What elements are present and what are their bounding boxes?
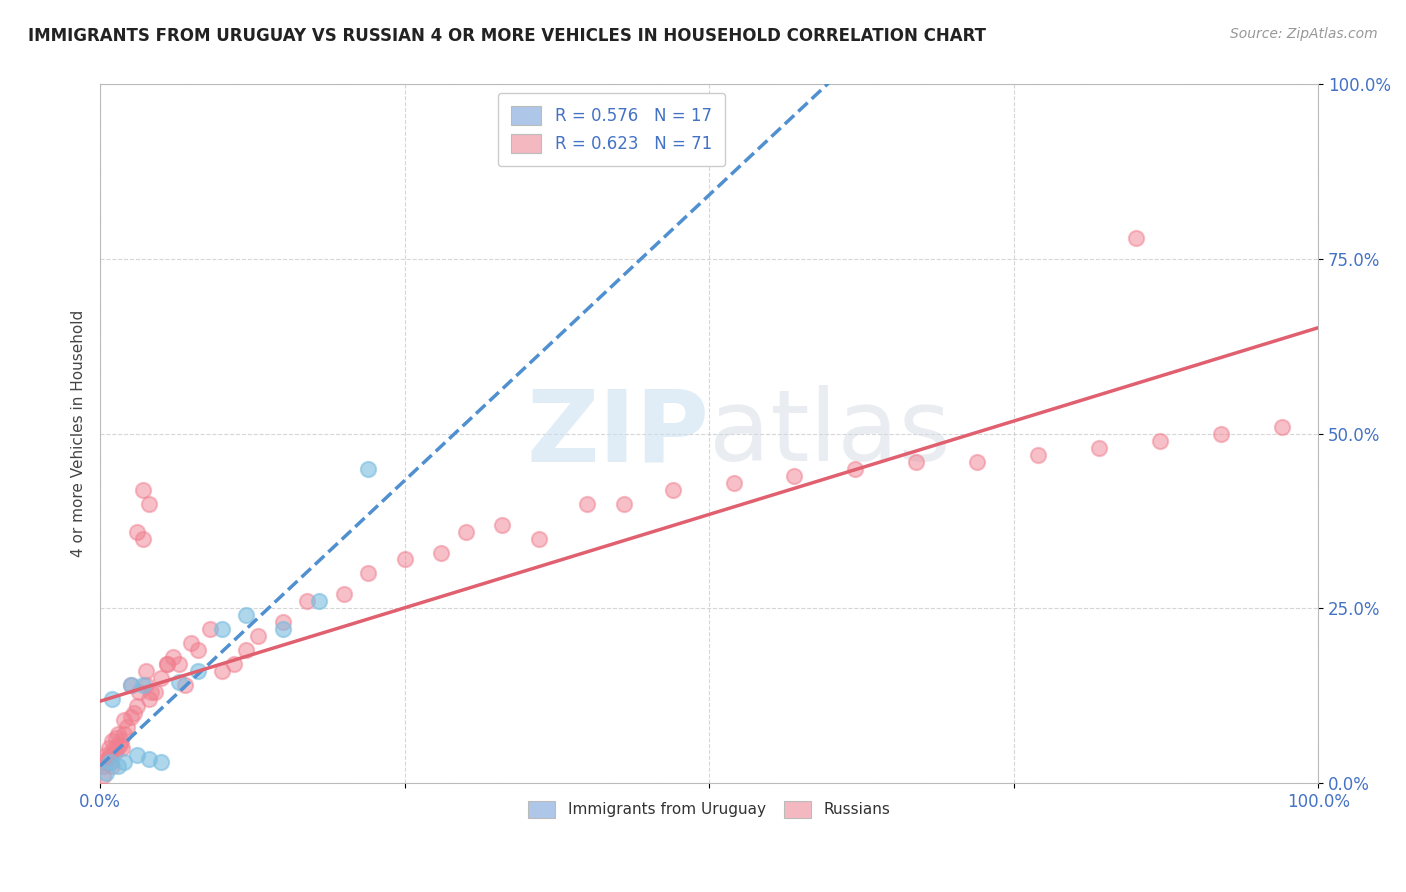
Point: [174, 678, 197, 692]
Point: [1088, 441, 1111, 455]
Point: [110, 734, 132, 748]
Point: [150, 755, 173, 769]
Text: Source: ZipAtlas.com: Source: ZipAtlas.com: [1230, 27, 1378, 41]
Point: [141, 685, 163, 699]
Point: [120, 709, 142, 723]
Point: [1149, 434, 1171, 448]
Point: [101, 692, 124, 706]
Point: [108, 738, 131, 752]
Point: [115, 720, 138, 734]
Point: [96, 765, 118, 780]
Point: [271, 615, 294, 630]
Point: [98, 748, 121, 763]
Y-axis label: 4 or more Vehicles in Household: 4 or more Vehicles in Household: [72, 310, 86, 558]
Point: [114, 713, 136, 727]
Point: [198, 623, 221, 637]
Point: [143, 685, 166, 699]
Point: [114, 755, 136, 769]
Point: [783, 468, 806, 483]
Text: IMMIGRANTS FROM URUGUAY VS RUSSIAN 4 OR MORE VEHICLES IN HOUSEHOLD CORRELATION C: IMMIGRANTS FROM URUGUAY VS RUSSIAN 4 OR …: [28, 27, 986, 45]
Point: [1125, 231, 1147, 245]
Point: [98, 755, 121, 769]
Point: [966, 455, 988, 469]
Point: [844, 461, 866, 475]
Point: [187, 643, 209, 657]
Legend: Immigrants from Uruguay, Russians: Immigrants from Uruguay, Russians: [522, 795, 897, 824]
Point: [1026, 448, 1049, 462]
Point: [430, 545, 453, 559]
Point: [132, 532, 155, 546]
Point: [101, 758, 124, 772]
Point: [96, 748, 118, 763]
Point: [135, 665, 157, 679]
Point: [132, 483, 155, 497]
Point: [122, 706, 145, 721]
Text: ZIP: ZIP: [526, 385, 709, 483]
Point: [491, 517, 513, 532]
Point: [527, 532, 550, 546]
Point: [103, 741, 125, 756]
Point: [394, 552, 416, 566]
Point: [114, 727, 136, 741]
Point: [138, 692, 160, 706]
Text: atlas: atlas: [709, 385, 950, 483]
Point: [101, 734, 124, 748]
Point: [905, 455, 928, 469]
Point: [332, 587, 354, 601]
Point: [156, 657, 179, 672]
Point: [308, 594, 330, 608]
Point: [235, 643, 257, 657]
Point: [357, 461, 380, 475]
Point: [100, 755, 122, 769]
Point: [156, 657, 179, 672]
Point: [576, 497, 599, 511]
Point: [723, 475, 745, 490]
Point: [91, 769, 114, 783]
Point: [297, 594, 319, 608]
Point: [94, 755, 117, 769]
Point: [271, 623, 294, 637]
Point: [105, 741, 128, 756]
Point: [613, 497, 636, 511]
Point: [125, 748, 148, 763]
Point: [169, 674, 191, 689]
Point: [96, 751, 118, 765]
Point: [247, 629, 270, 643]
Point: [120, 678, 142, 692]
Point: [1271, 419, 1294, 434]
Point: [357, 566, 380, 581]
Point: [132, 678, 155, 692]
Point: [120, 678, 142, 692]
Point: [93, 758, 115, 772]
Point: [211, 665, 233, 679]
Point: [107, 727, 129, 741]
Point: [125, 699, 148, 714]
Point: [138, 497, 160, 511]
Point: [104, 731, 127, 745]
Point: [235, 608, 257, 623]
Point: [180, 636, 202, 650]
Point: [661, 483, 683, 497]
Point: [211, 623, 233, 637]
Point: [107, 758, 129, 772]
Point: [169, 657, 191, 672]
Point: [187, 665, 209, 679]
Point: [104, 745, 127, 759]
Point: [128, 685, 150, 699]
Point: [1209, 426, 1232, 441]
Point: [224, 657, 246, 672]
Point: [111, 741, 134, 756]
Point: [125, 524, 148, 539]
Point: [150, 671, 173, 685]
Point: [162, 650, 184, 665]
Point: [454, 524, 477, 539]
Point: [135, 678, 157, 692]
Point: [97, 741, 120, 756]
Point: [138, 751, 160, 765]
